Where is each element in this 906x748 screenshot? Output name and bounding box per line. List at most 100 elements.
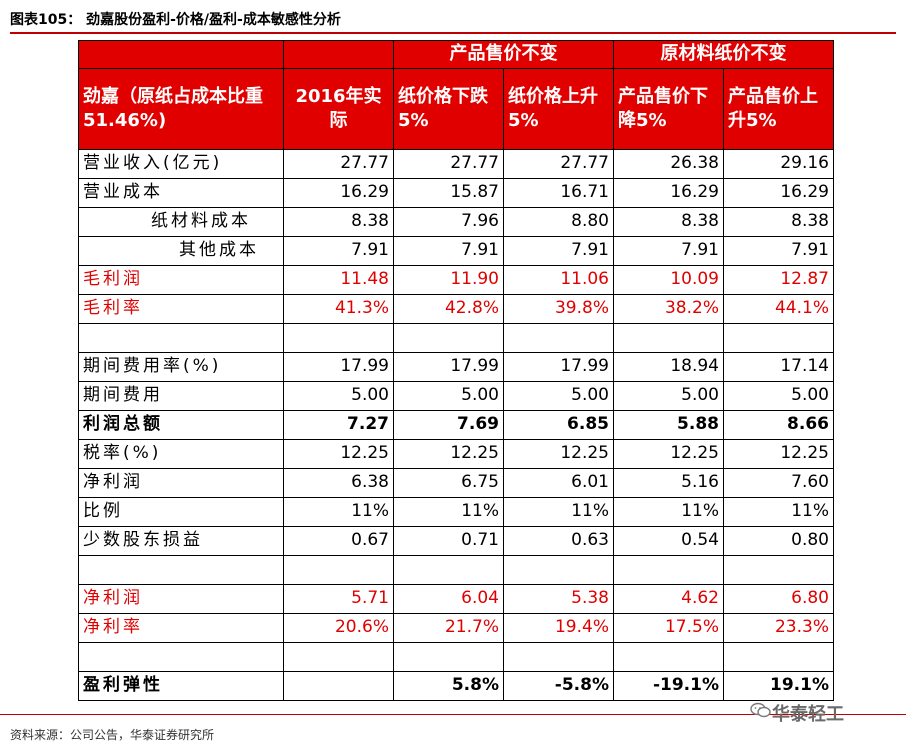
table-row: 纸材料成本 8.38 7.96 8.80 8.38 8.38 bbox=[78, 207, 834, 237]
header-group-paper-fixed: 原材料纸价不变 bbox=[613, 40, 834, 69]
cell: 5.00 bbox=[723, 381, 834, 411]
cell: -19.1% bbox=[613, 671, 724, 701]
cell: 8.66 bbox=[723, 410, 834, 440]
cell: 7.91 bbox=[393, 236, 504, 266]
cell: 20.6% bbox=[283, 613, 394, 643]
cell: 23.3% bbox=[723, 613, 834, 643]
cell: 0.63 bbox=[503, 526, 614, 556]
cell: 7.69 bbox=[393, 410, 504, 440]
cell: 17.5% bbox=[613, 613, 724, 643]
cell: 6.75 bbox=[393, 468, 504, 498]
row-label: 盈利弹性 bbox=[78, 671, 284, 701]
cell: 7.27 bbox=[283, 410, 394, 440]
table-row: 税率(%) 12.25 12.25 12.25 12.25 12.25 bbox=[78, 439, 834, 469]
cell bbox=[283, 671, 394, 701]
row-label: 利润总额 bbox=[78, 410, 284, 440]
cell: 11.06 bbox=[503, 265, 614, 295]
cell: 5.38 bbox=[503, 584, 614, 614]
blank-row bbox=[78, 555, 834, 585]
cell: 0.71 bbox=[393, 526, 504, 556]
cell: 8.38 bbox=[283, 207, 394, 237]
row-label: 毛利润 bbox=[78, 265, 284, 295]
cell: 15.87 bbox=[393, 178, 504, 208]
table-row: 净利率 20.6% 21.7% 19.4% 17.5% 23.3% bbox=[78, 613, 834, 643]
header-group-row: 产品售价不变 原材料纸价不变 bbox=[78, 40, 834, 69]
cell: 5.88 bbox=[613, 410, 724, 440]
cell: 7.91 bbox=[283, 236, 394, 266]
cell: 8.38 bbox=[723, 207, 834, 237]
table-row: 其他成本 7.91 7.91 7.91 7.91 7.91 bbox=[78, 236, 834, 266]
table-row: 毛利率 41.3% 42.8% 39.8% 38.2% 44.1% bbox=[78, 294, 834, 324]
cell: 16.29 bbox=[613, 178, 724, 208]
cell: 10.09 bbox=[613, 265, 724, 295]
cell: 11.90 bbox=[393, 265, 504, 295]
cell: 0.54 bbox=[613, 526, 724, 556]
cell: 11% bbox=[393, 497, 504, 527]
figure-title-bar: 图表105： 劲嘉股份盈利-价格/盈利-成本敏感性分析 bbox=[10, 6, 896, 34]
cell: -5.8% bbox=[503, 671, 614, 701]
row-label: 营业成本 bbox=[78, 178, 284, 208]
row-label: 税率(%) bbox=[78, 439, 284, 469]
cell: 16.29 bbox=[283, 178, 394, 208]
cell: 7.91 bbox=[503, 236, 614, 266]
cell: 12.25 bbox=[723, 439, 834, 469]
wechat-icon bbox=[750, 702, 772, 718]
cell: 27.77 bbox=[393, 149, 504, 179]
cell: 5.16 bbox=[613, 468, 724, 498]
cell: 17.99 bbox=[283, 352, 394, 382]
source-divider bbox=[0, 714, 906, 715]
cell: 27.77 bbox=[283, 149, 394, 179]
source-note: 资料来源：公司公告，华泰证券研究所 bbox=[10, 728, 215, 742]
table-row: 净利润 5.71 6.04 5.38 4.62 6.80 bbox=[78, 584, 834, 614]
cell: 0.67 bbox=[283, 526, 394, 556]
table-row: 期间费用 5.00 5.00 5.00 5.00 5.00 bbox=[78, 381, 834, 411]
row-label: 毛利率 bbox=[78, 294, 284, 324]
row-label: 期间费用 bbox=[78, 381, 284, 411]
blank-row bbox=[78, 642, 834, 672]
blank-row bbox=[78, 323, 834, 353]
header-group-price-fixed: 产品售价不变 bbox=[393, 40, 614, 69]
header-col-paper-up: 纸价格上升5% bbox=[503, 68, 614, 150]
cell: 12.25 bbox=[393, 439, 504, 469]
sensitivity-table: 产品售价不变 原材料纸价不变 劲嘉（原纸占成本比重51.46%) 2016年实际… bbox=[78, 40, 834, 701]
cell: 8.38 bbox=[613, 207, 724, 237]
cell: 16.29 bbox=[723, 178, 834, 208]
cell: 11% bbox=[613, 497, 724, 527]
cell: 11.48 bbox=[283, 265, 394, 295]
cell: 12.25 bbox=[503, 439, 614, 469]
cell: 19.1% bbox=[723, 671, 834, 701]
figure-title: 图表105： 劲嘉股份盈利-价格/盈利-成本敏感性分析 bbox=[10, 12, 341, 28]
table-row: 营业收入(亿元) 27.77 27.77 27.77 26.38 29.16 bbox=[78, 149, 834, 179]
header-col-price-up: 产品售价上升5% bbox=[723, 68, 834, 150]
cell: 6.04 bbox=[393, 584, 504, 614]
cell: 11% bbox=[283, 497, 394, 527]
title-divider bbox=[10, 32, 896, 34]
header-col-price-down: 产品售价下降5% bbox=[613, 68, 724, 150]
table-row: 毛利润 11.48 11.90 11.06 10.09 12.87 bbox=[78, 265, 834, 295]
cell: 27.77 bbox=[503, 149, 614, 179]
cell: 17.99 bbox=[503, 352, 614, 382]
table-row: 比例 11% 11% 11% 11% 11% bbox=[78, 497, 834, 527]
cell: 8.80 bbox=[503, 207, 614, 237]
cell: 21.7% bbox=[393, 613, 504, 643]
cell: 0.80 bbox=[723, 526, 834, 556]
cell: 12.25 bbox=[613, 439, 724, 469]
header-corner bbox=[78, 40, 284, 69]
watermark-text: 华泰轻工 bbox=[772, 704, 844, 725]
row-label: 其他成本 bbox=[78, 236, 284, 266]
cell: 17.14 bbox=[723, 352, 834, 382]
cell: 26.38 bbox=[613, 149, 724, 179]
cell: 7.91 bbox=[613, 236, 724, 266]
table-row: 盈利弹性 5.8% -5.8% -19.1% 19.1% bbox=[78, 671, 834, 701]
cell: 18.94 bbox=[613, 352, 724, 382]
row-label: 比例 bbox=[78, 497, 284, 527]
table-row: 营业成本 16.29 15.87 16.71 16.29 16.29 bbox=[78, 178, 834, 208]
cell: 17.99 bbox=[393, 352, 504, 382]
cell: 5.71 bbox=[283, 584, 394, 614]
cell: 7.60 bbox=[723, 468, 834, 498]
watermark: 华泰轻工 bbox=[750, 698, 900, 725]
header-row: 劲嘉（原纸占成本比重51.46%) 2016年实际 纸价格下跌5% 纸价格上升5… bbox=[78, 68, 834, 150]
cell: 5.00 bbox=[283, 381, 394, 411]
cell: 44.1% bbox=[723, 294, 834, 324]
cell: 4.62 bbox=[613, 584, 724, 614]
